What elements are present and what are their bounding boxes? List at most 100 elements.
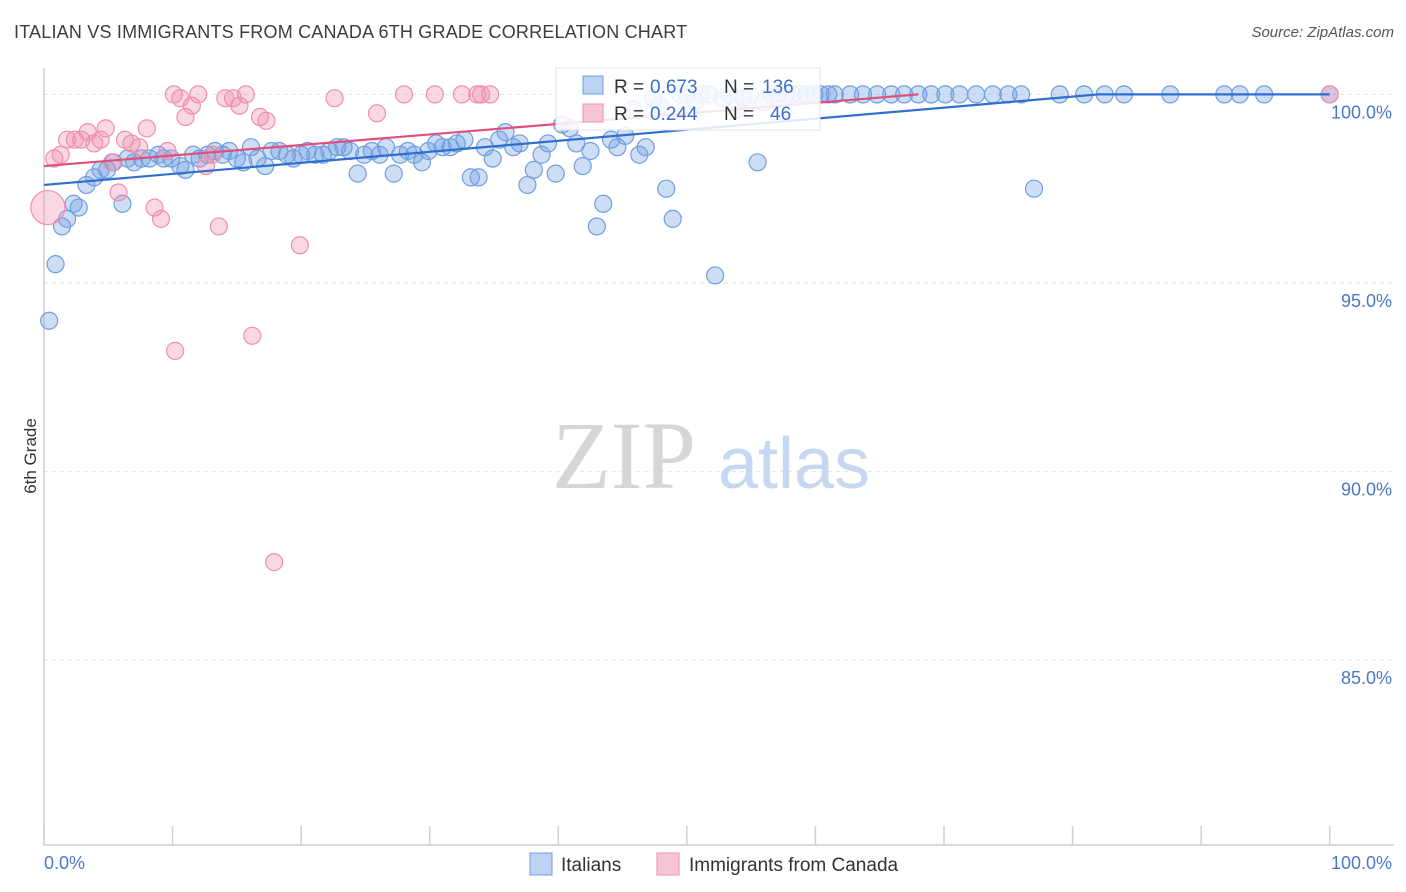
data-point — [657, 179, 676, 198]
data-point — [216, 89, 235, 108]
gridlines — [44, 93, 1394, 661]
data-point — [518, 175, 537, 195]
data-point — [367, 104, 387, 123]
data-point — [257, 111, 276, 130]
data-point — [587, 217, 606, 236]
source-credit: Source: ZipAtlas.com — [1251, 24, 1394, 41]
axes — [43, 68, 1394, 846]
legend-label-italians: Italians — [561, 855, 621, 876]
stats-n-value-italians: 136 — [762, 77, 794, 98]
data-point — [706, 266, 725, 285]
data-point — [412, 153, 432, 172]
data-point — [452, 85, 471, 104]
data-point — [825, 85, 844, 104]
data-point — [265, 553, 284, 572]
stats-n-label-italians: N = — [724, 77, 754, 98]
data-point — [137, 119, 156, 138]
y-tick-label: 85.0% — [1341, 668, 1392, 688]
data-point — [394, 85, 414, 104]
data-point — [91, 130, 110, 149]
data-point — [384, 164, 403, 183]
data-point — [51, 145, 70, 164]
data-point — [40, 311, 59, 330]
data-point — [581, 141, 600, 161]
data-point — [182, 96, 201, 115]
data-point — [573, 156, 592, 176]
watermark-atlas: atlas — [718, 424, 870, 504]
data-point — [236, 85, 255, 104]
stats-swatch-canada — [582, 103, 604, 123]
data-point — [96, 119, 115, 138]
data-point — [936, 85, 955, 104]
data-point — [209, 217, 228, 236]
stats-r-value-italians: 0.673 — [650, 77, 698, 98]
data-point — [922, 85, 941, 104]
data-point — [490, 130, 509, 149]
data-point — [151, 209, 171, 228]
data-point — [1024, 179, 1044, 198]
data-point — [306, 145, 325, 164]
data-point — [113, 194, 132, 213]
data-point — [455, 130, 474, 149]
data-point — [636, 138, 655, 157]
data-point — [532, 145, 551, 164]
data-point — [203, 145, 222, 164]
stats-legend: R = 0.673 N = 136 R = 0.244 N = 46 — [555, 67, 821, 131]
data-point — [109, 183, 128, 202]
data-point — [461, 168, 480, 187]
stats-n-value-canada: 46 — [770, 104, 791, 125]
data-point — [967, 85, 986, 104]
stats-r-label-canada: R = — [614, 104, 644, 125]
stats-swatch-italians — [582, 75, 604, 95]
data-point — [496, 123, 515, 142]
legend: Italians Immigrants from Canada — [529, 852, 899, 876]
data-point — [176, 107, 195, 127]
y-tick-label: 90.0% — [1341, 480, 1392, 500]
y-axis-tick-labels: 100.0% 95.0% 90.0% 85.0% — [1331, 102, 1392, 688]
series-immigrants-from-canada — [30, 85, 1339, 572]
data-point — [483, 149, 502, 168]
data-point — [145, 198, 164, 217]
data-point — [241, 138, 261, 157]
data-point — [1012, 85, 1031, 104]
data-point — [983, 85, 1002, 104]
data-point — [130, 138, 149, 157]
data-point — [230, 96, 249, 115]
data-point — [46, 255, 65, 274]
watermark: ZIP atlas — [552, 402, 870, 509]
y-tick-label: 95.0% — [1341, 291, 1392, 311]
legend-swatch-italians — [529, 852, 553, 876]
data-point — [524, 160, 543, 179]
data-point — [468, 85, 487, 104]
data-point — [243, 326, 262, 345]
data-point — [546, 164, 565, 183]
data-point — [69, 198, 88, 217]
data-point — [58, 130, 77, 149]
watermark-zip: ZIP — [552, 402, 696, 509]
data-point — [469, 168, 488, 187]
stats-r-value-canada: 0.244 — [650, 104, 698, 125]
data-point — [290, 236, 309, 255]
data-point — [1050, 85, 1069, 104]
stats-r-label-italians: R = — [614, 77, 644, 98]
data-point — [189, 85, 208, 104]
data-point — [538, 134, 558, 153]
chart-title: ITALIAN VS IMMIGRANTS FROM CANADA 6TH GR… — [14, 22, 688, 42]
data-point — [325, 89, 344, 108]
data-point — [481, 85, 500, 104]
legend-swatch-canada — [656, 852, 680, 876]
data-point — [103, 153, 122, 172]
y-axis-label: 6th Grade — [21, 418, 40, 494]
data-point — [663, 209, 682, 228]
data-point — [748, 153, 767, 172]
stats-n-label-canada: N = — [724, 104, 754, 125]
data-point — [630, 145, 649, 164]
data-point — [176, 160, 195, 179]
x-axis-ticks — [43, 826, 1331, 845]
x-tick-label-max: 100.0% — [1331, 853, 1392, 873]
data-point — [882, 85, 901, 104]
y-tick-label: 100.0% — [1331, 102, 1392, 122]
trend-line — [43, 93, 1330, 187]
data-point — [425, 85, 444, 104]
